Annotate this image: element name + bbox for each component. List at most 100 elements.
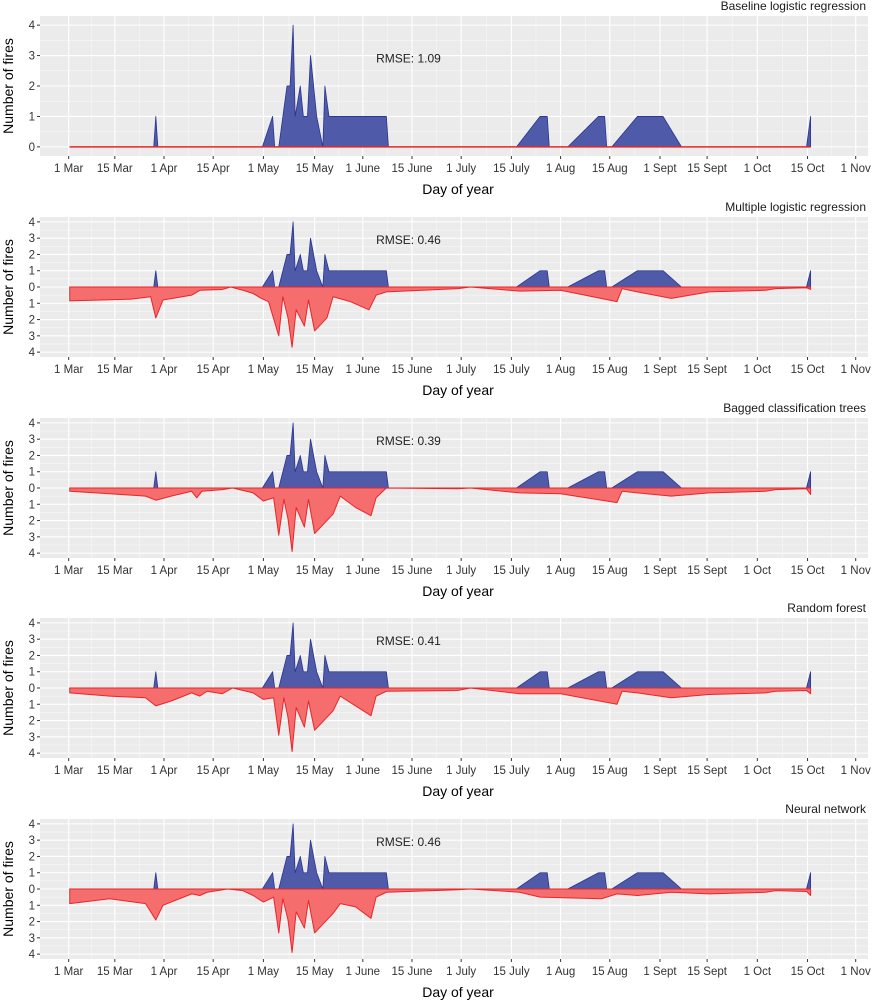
y-tick-label: 1 bbox=[29, 467, 35, 479]
observed-area bbox=[69, 823, 812, 890]
x-tick-label: 1 Mar bbox=[54, 565, 84, 577]
predicted-area bbox=[69, 487, 812, 552]
x-tick-label: 1 Aug bbox=[546, 565, 575, 577]
x-tick-label: 15 Oct bbox=[791, 364, 826, 376]
x-tick-label: 15 June bbox=[392, 565, 433, 577]
x-tick-label: 1 Nov bbox=[841, 163, 871, 175]
y-tick-label: 1 bbox=[29, 667, 35, 679]
x-tick-label: 15 Apr bbox=[197, 163, 230, 175]
x-tick-label: 15 Apr bbox=[197, 765, 230, 777]
y-tick-label: 4 bbox=[29, 819, 36, 831]
y-tick-label: 2 bbox=[29, 81, 35, 93]
x-tick-label: 1 Sept bbox=[643, 364, 677, 376]
x-tick-label: 15 Aug bbox=[592, 565, 628, 577]
x-tick-label: 1 Nov bbox=[841, 565, 871, 577]
y-tick-label: 0 bbox=[29, 884, 35, 896]
observed-area bbox=[69, 422, 812, 489]
x-tick-label: 1 Mar bbox=[54, 966, 84, 978]
x-tick-label: 15 Sept bbox=[687, 765, 727, 777]
x-tick-label: 1 Sept bbox=[643, 765, 677, 777]
y-tick-label: 1 bbox=[29, 266, 35, 278]
y-tick-label: 2 bbox=[29, 450, 35, 462]
x-tick-label: 1 Mar bbox=[54, 163, 84, 175]
panel-3: Bagged classification trees RMSE: 0.39 4 3 2… bbox=[0, 401, 871, 599]
y-axis-title: Number of fires bbox=[0, 841, 16, 937]
x-tick-label: 1 Sept bbox=[643, 163, 677, 175]
y-tick-label: 3 bbox=[29, 331, 35, 343]
y-tick-label: 1 bbox=[29, 499, 35, 511]
x-tick-label: 1 Oct bbox=[744, 163, 772, 175]
observed-area bbox=[69, 24, 812, 148]
rmse-label: RMSE: 0.46 bbox=[376, 835, 441, 849]
y-tick-label: 2 bbox=[29, 917, 35, 929]
panel-title: Random forest bbox=[787, 601, 866, 615]
x-tick-label: 1 Nov bbox=[841, 966, 871, 978]
x-tick-label: 15 June bbox=[392, 163, 433, 175]
y-tick-label: 1 bbox=[29, 900, 35, 912]
x-tick-label: 1 Aug bbox=[546, 966, 575, 978]
y-tick-label: 3 bbox=[29, 434, 35, 446]
x-tick-label: 1 June bbox=[346, 163, 381, 175]
panel-1: Baseline logistic regression RMSE: 1.09 0 1… bbox=[0, 0, 871, 197]
x-tick-label: 1 Oct bbox=[744, 966, 772, 978]
x-tick-label: 1 June bbox=[346, 966, 381, 978]
y-tick-label: 3 bbox=[29, 835, 35, 847]
x-tick-label: 1 June bbox=[346, 364, 381, 376]
x-tick-label: 1 June bbox=[346, 765, 381, 777]
y-axis-title: Number of fires bbox=[0, 38, 16, 134]
x-tick-label: 1 May bbox=[248, 163, 280, 175]
x-tick-label: 15 Aug bbox=[592, 765, 628, 777]
x-tick-label: 1 Apr bbox=[151, 364, 178, 376]
y-axis-title: Number of fires bbox=[0, 440, 16, 536]
x-tick-label: 1 May bbox=[248, 765, 280, 777]
x-tick-label: 1 July bbox=[446, 765, 476, 777]
y-tick-label: 3 bbox=[29, 634, 35, 646]
x-tick-label: 15 Mar bbox=[97, 765, 133, 777]
x-tick-label: 15 Oct bbox=[791, 565, 826, 577]
x-tick-label: 1 May bbox=[248, 966, 280, 978]
y-tick-label: 4 bbox=[29, 217, 36, 229]
predicted-area bbox=[69, 687, 812, 752]
x-tick-label: 15 Apr bbox=[197, 966, 230, 978]
x-axis-title: Day of year bbox=[422, 181, 494, 197]
x-tick-label: 15 Oct bbox=[791, 163, 826, 175]
x-tick-label: 1 July bbox=[446, 966, 476, 978]
x-tick-label: 15 May bbox=[296, 765, 334, 777]
y-tick-label: 1 bbox=[29, 298, 35, 310]
y-tick-label: 2 bbox=[29, 315, 35, 327]
x-tick-label: 1 Apr bbox=[151, 163, 178, 175]
x-axis-title: Day of year bbox=[422, 984, 494, 1000]
x-tick-label: 1 Nov bbox=[841, 364, 871, 376]
y-tick-label: 4 bbox=[29, 548, 36, 560]
predicted-area bbox=[69, 286, 812, 348]
y-axis-title: Number of fires bbox=[0, 640, 16, 736]
y-tick-label: 4 bbox=[29, 949, 36, 961]
x-tick-label: 15 May bbox=[296, 364, 334, 376]
y-axis-title: Number of fires bbox=[0, 239, 16, 335]
panel-title: Bagged classification trees bbox=[723, 401, 866, 415]
x-tick-label: 1 May bbox=[248, 364, 280, 376]
x-tick-label: 15 Sept bbox=[687, 364, 727, 376]
x-tick-label: 15 Apr bbox=[197, 364, 230, 376]
x-tick-label: 15 Oct bbox=[791, 765, 826, 777]
panel-5: Neural network RMSE: 0.46 4 3 2 1 0 1 2 3 4 Number … bbox=[0, 802, 871, 1000]
y-tick-label: 2 bbox=[29, 851, 35, 863]
x-tick-label: 15 June bbox=[392, 364, 433, 376]
panel-title: Baseline logistic regression bbox=[721, 0, 866, 13]
y-tick-label: 0 bbox=[29, 483, 35, 495]
rmse-label: RMSE: 0.39 bbox=[376, 434, 441, 448]
x-tick-label: 1 Apr bbox=[151, 565, 178, 577]
predicted-area bbox=[69, 888, 812, 953]
x-tick-label: 15 July bbox=[493, 966, 530, 978]
x-tick-label: 1 Oct bbox=[744, 565, 772, 577]
y-tick-label: 3 bbox=[29, 933, 35, 945]
x-tick-label: 15 May bbox=[296, 163, 334, 175]
y-tick-label: 4 bbox=[29, 748, 36, 760]
x-tick-label: 1 Mar bbox=[54, 364, 84, 376]
x-tick-label: 1 Apr bbox=[151, 765, 178, 777]
x-axis-title: Day of year bbox=[422, 783, 494, 799]
panel-2: Multiple logistic regression RMSE: 0.46 4 3… bbox=[0, 200, 871, 398]
y-tick-label: 3 bbox=[29, 532, 35, 544]
y-tick-label: 3 bbox=[29, 51, 35, 63]
